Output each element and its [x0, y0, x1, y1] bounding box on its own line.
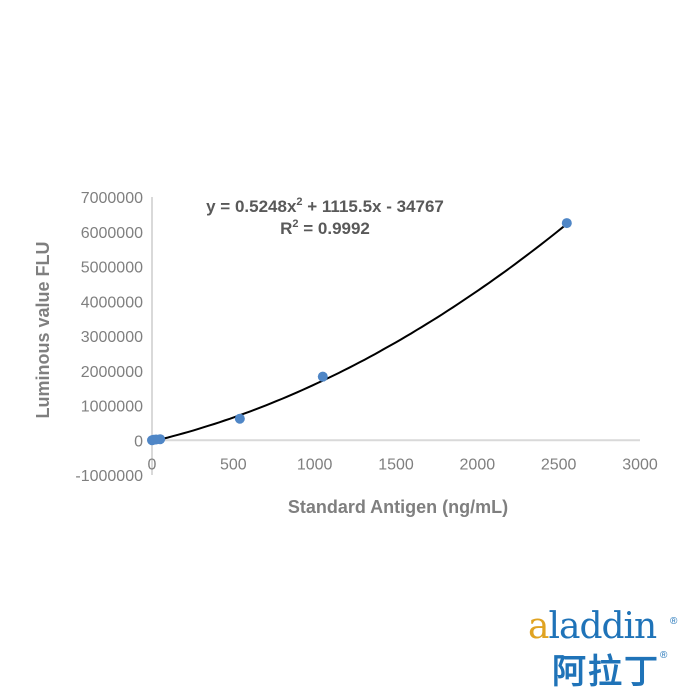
axes: [151, 197, 640, 475]
data-point: [317, 371, 328, 382]
r-squared-label: R2 = 0.9992: [280, 218, 370, 238]
registered-mark: ®: [670, 616, 678, 627]
data-points: [147, 218, 572, 446]
x-tick-label: 2000: [460, 456, 496, 473]
logo-chinese-wordmark: 阿拉丁: [552, 652, 660, 692]
y-tick-label: 3000000: [81, 329, 143, 346]
y-tick-label: 6000000: [81, 225, 143, 242]
data-point: [155, 434, 166, 445]
y-tick-label: 5000000: [81, 260, 143, 277]
trendline: [151, 223, 568, 442]
y-tick-label: 4000000: [81, 294, 143, 311]
y-tick-label: 1000000: [81, 399, 143, 416]
x-tick-label: 3000: [622, 456, 658, 473]
registered-mark-cn: ®: [660, 650, 668, 661]
x-tick-label: 0: [148, 456, 157, 473]
x-tick-label: 500: [220, 456, 247, 473]
x-tick-label: 1000: [297, 456, 333, 473]
y-axis-title: Luminous value FLU: [33, 241, 53, 418]
y-tick-label: 0: [134, 433, 143, 450]
y-tick-label: -1000000: [75, 468, 143, 485]
equation-label: y = 0.5248x2 + 1115.5x - 34767: [206, 196, 444, 216]
logo-wordmark: aladdin: [528, 606, 657, 647]
x-axis-title: Standard Antigen (ng/mL): [288, 497, 508, 517]
data-point: [561, 218, 572, 229]
y-tick-label: 7000000: [81, 190, 143, 207]
y-tick-labels: 7000000 6000000 5000000 4000000 3000000 20000…: [75, 190, 143, 485]
x-tick-label: 1500: [378, 456, 414, 473]
aladdin-logo: aladdin ® 阿拉丁 ®: [528, 606, 678, 692]
data-point: [234, 413, 245, 424]
x-tick-labels: 0 500 1000 1500 2000 2500 3000: [148, 456, 658, 473]
y-tick-label: 2000000: [81, 364, 143, 381]
x-tick-label: 2500: [541, 456, 577, 473]
